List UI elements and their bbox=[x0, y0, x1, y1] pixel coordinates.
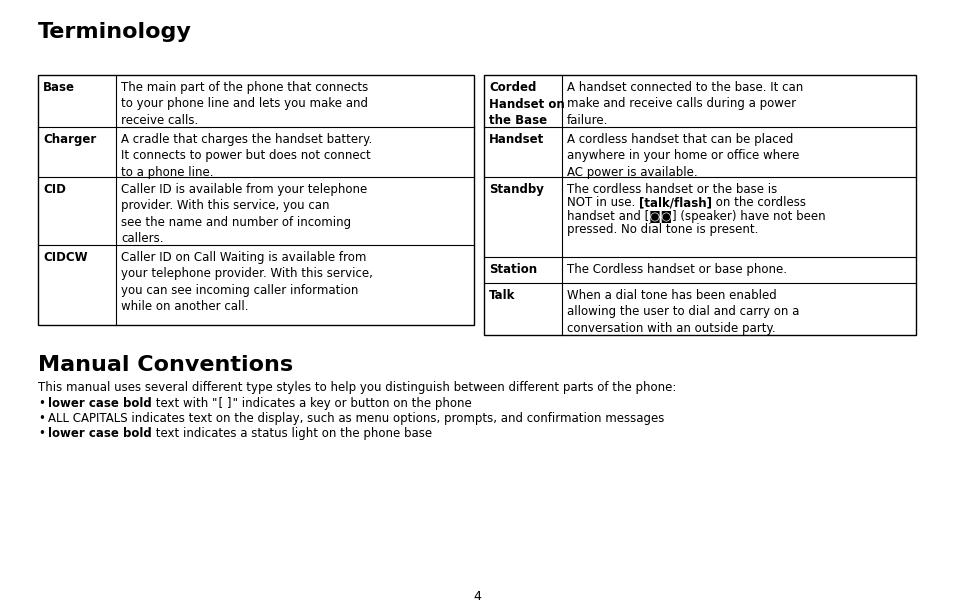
Text: CID: CID bbox=[43, 183, 66, 196]
Text: A cordless handset that can be placed
anywhere in your home or office where
AC p: A cordless handset that can be placed an… bbox=[566, 133, 799, 179]
Text: •: • bbox=[38, 397, 45, 410]
Text: Station: Station bbox=[489, 263, 537, 276]
Text: pressed. No dial tone is present.: pressed. No dial tone is present. bbox=[566, 224, 758, 236]
Text: ALL CAPITALS indicates text on the display, such as menu options, prompts, and c: ALL CAPITALS indicates text on the displ… bbox=[48, 412, 663, 425]
Text: The cordless handset or the base is: The cordless handset or the base is bbox=[566, 183, 777, 196]
Text: lower case bold: lower case bold bbox=[48, 427, 152, 440]
Text: NOT in use.: NOT in use. bbox=[566, 197, 639, 209]
Bar bbox=[38, 75, 474, 325]
Text: Caller ID on Call Waiting is available from
your telephone provider. With this s: Caller ID on Call Waiting is available f… bbox=[121, 251, 373, 314]
Text: Base: Base bbox=[43, 81, 75, 94]
Text: text with " [ ] " indicates a key or button on the phone: text with " [ ] " indicates a key or but… bbox=[152, 397, 471, 410]
Text: on the cordless: on the cordless bbox=[711, 197, 805, 209]
Text: 4: 4 bbox=[473, 590, 480, 603]
Text: lower case bold: lower case bold bbox=[48, 397, 152, 410]
Bar bbox=[483, 75, 915, 335]
Text: A handset connected to the base. It can
make and receive calls during a power
fa: A handset connected to the base. It can … bbox=[566, 81, 802, 127]
Text: Talk: Talk bbox=[489, 289, 515, 302]
Text: When a dial tone has been enabled
allowing the user to dial and carry on a
conve: When a dial tone has been enabled allowi… bbox=[566, 289, 799, 335]
Text: Terminology: Terminology bbox=[38, 22, 192, 42]
Text: •: • bbox=[38, 412, 45, 425]
Text: •: • bbox=[38, 427, 45, 440]
Text: A cradle that charges the handset battery.
It connects to power but does not con: A cradle that charges the handset batter… bbox=[121, 133, 372, 179]
Text: Charger: Charger bbox=[43, 133, 96, 146]
Text: text indicates a status light on the phone base: text indicates a status light on the pho… bbox=[152, 427, 432, 440]
Text: Caller ID is available from your telephone
provider. With this service, you can
: Caller ID is available from your telepho… bbox=[121, 183, 367, 245]
Text: Manual Conventions: Manual Conventions bbox=[38, 355, 293, 375]
Text: Standby: Standby bbox=[489, 183, 543, 196]
Text: Handset: Handset bbox=[489, 133, 543, 146]
Text: This manual uses several different type styles to help you distinguish between d: This manual uses several different type … bbox=[38, 381, 676, 394]
Text: CIDCW: CIDCW bbox=[43, 251, 88, 264]
Text: [talk/flash]: [talk/flash] bbox=[639, 197, 711, 209]
Text: handset and [◙◙] (speaker) have not been: handset and [◙◙] (speaker) have not been bbox=[566, 210, 824, 223]
Text: Corded
Handset on
the Base: Corded Handset on the Base bbox=[489, 81, 564, 127]
Text: The Cordless handset or base phone.: The Cordless handset or base phone. bbox=[566, 263, 786, 276]
Text: The main part of the phone that connects
to your phone line and lets you make an: The main part of the phone that connects… bbox=[121, 81, 368, 127]
